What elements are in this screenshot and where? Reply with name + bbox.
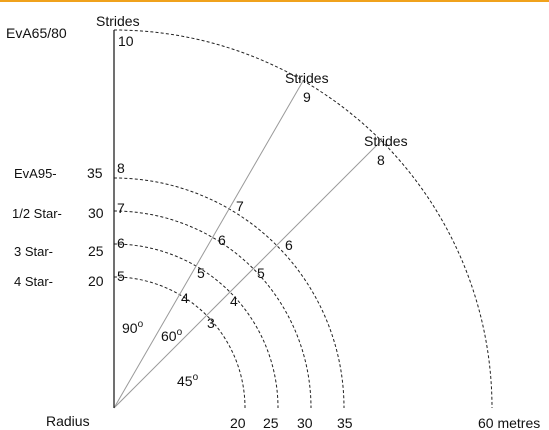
ray60-strides-label: Strides	[285, 70, 329, 86]
ray60-end-value: 9	[303, 89, 311, 105]
arc-60m	[113, 29, 493, 409]
x-tick-20: 20	[230, 415, 246, 430]
row-name-half-star: 1/2 Star-	[12, 206, 62, 221]
angle-90-label: 90o	[122, 319, 144, 336]
ray45-mark-3: 3	[207, 315, 215, 331]
ray45-end-value: 8	[377, 152, 385, 168]
x-tick-25: 25	[263, 415, 279, 430]
angle-45-label: 45o	[177, 372, 199, 389]
ray60-mark-4: 4	[181, 290, 189, 306]
ray60-mark-6: 6	[218, 232, 226, 248]
accent-bar	[0, 0, 549, 2]
axis-top-strides-label: Strides	[96, 13, 140, 29]
row-radius-25: 25	[88, 243, 104, 259]
ray45-strides-label: Strides	[364, 133, 408, 149]
ray60-mark-7: 7	[236, 198, 244, 214]
ray-45-degrees	[113, 140, 382, 409]
row-strides-5: 5	[117, 268, 125, 284]
row-name-4-star: 4 Star-	[14, 274, 53, 289]
row-radius-20: 20	[88, 273, 104, 289]
axis-top-value: 10	[118, 33, 134, 49]
angle-60-label: 60o	[161, 327, 183, 344]
eva65-80-label: EvA65/80	[6, 25, 67, 41]
ray-60-degrees	[113, 80, 304, 409]
x-tick-30: 30	[297, 415, 313, 430]
radius-axis-label: Radius	[46, 413, 90, 429]
row-radius-30: 30	[88, 205, 104, 221]
ray45-mark-5: 5	[257, 265, 265, 281]
arc-30m	[113, 210, 312, 409]
x-tick-35: 35	[337, 415, 353, 430]
x-end-60-metres: 60 metres	[478, 415, 540, 430]
ray45-mark-6: 6	[285, 237, 293, 253]
row-strides-7: 7	[117, 200, 125, 216]
arc-20m	[113, 276, 246, 409]
row-name-3-star: 3 Star-	[14, 244, 53, 259]
ray45-mark-4: 4	[230, 293, 238, 309]
row-strides-6: 6	[117, 235, 125, 251]
row-strides-8: 8	[117, 160, 125, 176]
arc-35m	[113, 177, 345, 409]
ray60-mark-5: 5	[197, 265, 205, 281]
row-radius-35: 35	[87, 165, 103, 181]
row-name-eva95: EvA95-	[14, 166, 57, 181]
